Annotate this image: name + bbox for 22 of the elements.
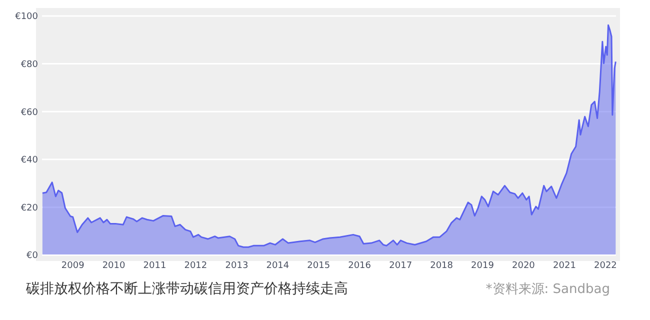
text: *资料来源: Sandbag xyxy=(486,282,610,297)
text: 碳排放权价格不断上涨带动碳信用资产价格持续走高 xyxy=(25,281,348,297)
y-tick-label: €100 xyxy=(15,12,38,22)
y-tick-label: €80 xyxy=(20,60,38,70)
x-tick-label: 2013 xyxy=(225,261,248,271)
x-tick-label: 2011 xyxy=(143,261,166,271)
x-tick-label: 2010 xyxy=(102,261,126,271)
y-tick-label: €20 xyxy=(20,203,38,214)
y-tick-label: €60 xyxy=(20,108,38,118)
x-tick-label: 2016 xyxy=(348,261,372,271)
x-tick-label: 2017 xyxy=(389,261,412,271)
x-tick-label: 2014 xyxy=(266,261,290,271)
x-tick-label: 2015 xyxy=(307,261,330,271)
x-tick-label: 2012 xyxy=(184,261,208,271)
y-tick-label: €0 xyxy=(26,251,38,262)
x-tick-label: 2022 xyxy=(594,261,617,271)
x-tick-label: 2020 xyxy=(512,261,536,271)
x-tick-label: 2019 xyxy=(471,261,494,271)
y-tick-label: €40 xyxy=(20,156,38,166)
x-tick-label: 2018 xyxy=(430,261,454,271)
x-tick-label: 2009 xyxy=(61,261,85,271)
x-tick-label: 2021 xyxy=(553,261,576,271)
